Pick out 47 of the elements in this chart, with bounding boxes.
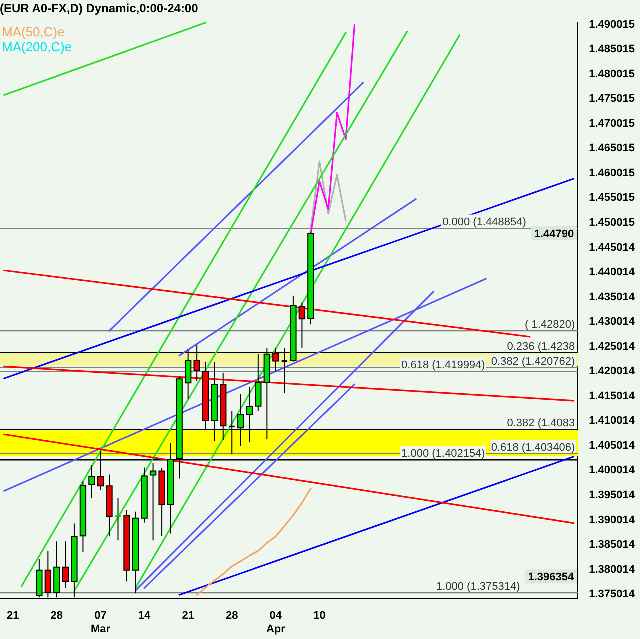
x-tick-label: 21	[7, 610, 20, 622]
text: MA(50,C)e	[2, 24, 65, 40]
chart-title: (EUR A0-FX,D) Dynamic,0:00-24:00	[0, 2, 199, 16]
ref-line-label: 0.000 (1.448854)	[442, 216, 526, 229]
ref-line-label: ( 1.42820)	[524, 319, 576, 332]
x-tick-label: 21	[182, 610, 194, 622]
y-tick-label: 1.400014	[589, 464, 636, 477]
ref-line-label: 0.618 (1.419994)	[402, 360, 486, 372]
y-tick-label: 1.465015	[589, 142, 636, 155]
y-tick-label: 1.385014	[589, 539, 636, 552]
y-tick-label: 1.445014	[589, 242, 636, 254]
ref-line-label: 0.382 (1.4083	[507, 418, 576, 430]
y-tick-label: 1.420014	[589, 366, 636, 378]
y-tick-label: 1.395014	[589, 490, 636, 502]
ref-line-label: 0.382 (1.420762)	[491, 356, 576, 368]
y-tick-label: 1.415014	[589, 390, 636, 402]
y-tick-label: 1.405014	[589, 440, 636, 452]
y-tick-label: 1.430014	[589, 316, 636, 328]
y-tick-label: 1.455015	[589, 192, 636, 204]
y-tick-label: 1.425014	[589, 340, 636, 353]
y-tick-label: 1.390014	[589, 514, 636, 526]
ref-line-label: 0.618 (1.403406)	[491, 442, 576, 454]
x-tick-label: 28	[226, 610, 238, 622]
y-tick-label: 1.440014	[589, 266, 636, 279]
y-tick-label: 1.475015	[589, 93, 636, 106]
x-tick-label: 10	[314, 610, 326, 622]
ref-line-label: 1.000 (1.375314)	[436, 581, 520, 594]
ref-line-label: 0.236 (1.4238	[507, 340, 576, 353]
x-tick-label: 28	[50, 610, 64, 622]
x-tick-label: 14	[138, 610, 152, 622]
x-tick-label: 07 Mar	[90, 610, 112, 636]
y-tick-label: 1.480015	[589, 68, 636, 80]
y-tick-label: 1.485015	[589, 44, 636, 56]
y-tick-label: 1.375014	[589, 588, 636, 601]
y-tick-label: 1.470015	[589, 118, 636, 130]
x-tick-label: 04 Apr	[266, 610, 286, 636]
legend-label: MA(200,C)e	[2, 39, 72, 54]
ref-line-label: 1.000 (1.402154)	[402, 448, 486, 460]
y-tick-label: 1.435014	[589, 291, 636, 304]
y-tick-label: 1.450015	[589, 217, 636, 230]
y-tick-label: 1.490015	[589, 18, 636, 31]
annotation: 1.396354	[528, 572, 575, 584]
annotation: 1.44790	[534, 228, 574, 240]
candlestick	[114, 498, 122, 542]
y-tick-label: 1.410014	[589, 415, 636, 428]
y-tick-label: 1.380014	[589, 564, 636, 576]
y-tick-label: 1.460015	[589, 167, 636, 180]
